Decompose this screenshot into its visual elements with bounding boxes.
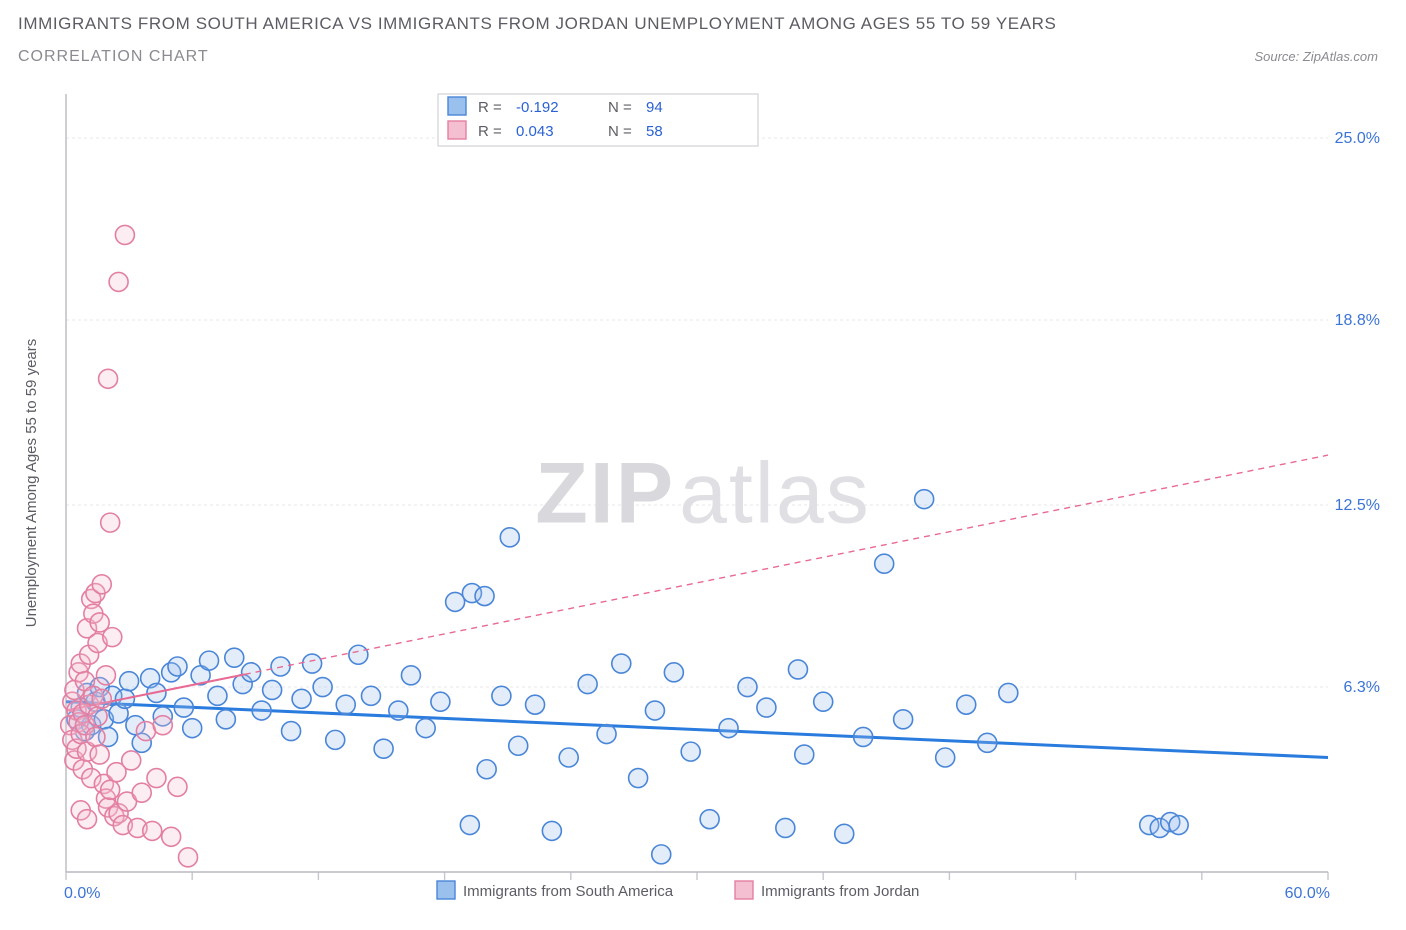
chart-subtitle: CORRELATION CHART: [18, 48, 209, 66]
scatter-plot-svg: 6.3% 12.5% 18.8% 25.0% 0.0% 60.0% Unemployment…: [18, 84, 1388, 914]
svg-text:12.5%: 12.5%: [1335, 497, 1380, 514]
svg-text:N =: N =: [608, 99, 632, 116]
svg-text:60.0%: 60.0%: [1285, 885, 1330, 902]
svg-text:R =: R =: [478, 123, 502, 140]
svg-text:0.043: 0.043: [516, 123, 554, 140]
svg-text:25.0%: 25.0%: [1335, 130, 1380, 147]
svg-text:R =: R =: [478, 99, 502, 116]
svg-text:Immigrants from South America: Immigrants from South America: [463, 883, 674, 900]
svg-text:Immigrants from Jordan: Immigrants from Jordan: [761, 883, 919, 900]
svg-text:94: 94: [646, 99, 663, 116]
correlation-chart: ZIPatlas 6.3%12.5%18.8%25.0%0.0%60.0%Une…: [18, 84, 1388, 914]
svg-text:0.0%: 0.0%: [64, 885, 100, 902]
svg-text:N =: N =: [608, 123, 632, 140]
source-attribution: Source: ZipAtlas.com: [1254, 49, 1388, 64]
svg-text:18.8%: 18.8%: [1335, 312, 1380, 329]
svg-text:-0.192: -0.192: [516, 99, 559, 116]
svg-text:Unemployment Among Ages 55 to: Unemployment Among Ages 55 to 59 years: [23, 339, 40, 628]
chart-header: IMMIGRANTS FROM SOUTH AMERICA VS IMMIGRA…: [0, 0, 1406, 72]
page-title: IMMIGRANTS FROM SOUTH AMERICA VS IMMIGRA…: [18, 14, 1388, 34]
svg-text:6.3%: 6.3%: [1344, 679, 1380, 696]
svg-text:58: 58: [646, 123, 663, 140]
